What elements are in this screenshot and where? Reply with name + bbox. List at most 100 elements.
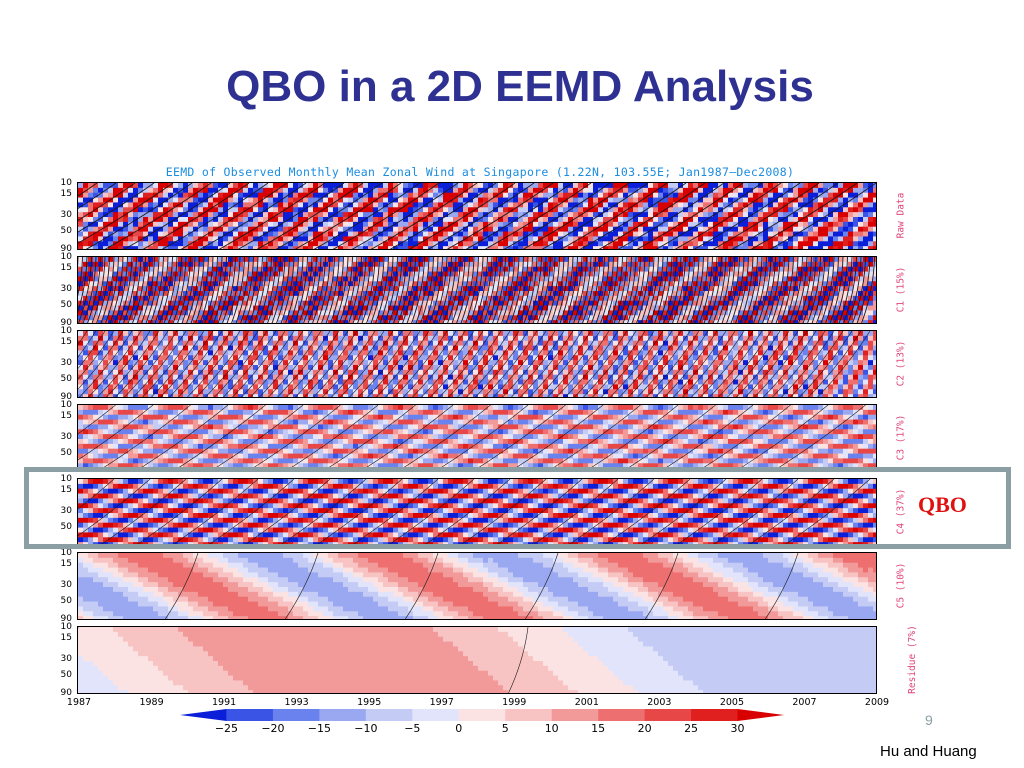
contour-cell [163,187,169,194]
contour-line [591,257,605,323]
contour-cell [243,221,249,228]
contour-cell [173,197,179,203]
contour-cell [78,197,84,203]
contour-cell [133,241,139,247]
contour-cell [583,276,589,282]
contour-cell [743,257,749,263]
contour-cell [203,286,209,292]
contour-cell [663,187,669,194]
contour-cell [718,241,724,247]
contour-cell [428,300,434,306]
contour-cell [248,261,254,268]
contour-cell [753,266,759,272]
contour-cell [308,221,314,228]
contour-cell [708,197,714,203]
contour-cell [213,231,219,237]
contour-cell [773,226,779,232]
contour-cell [868,202,874,208]
contour-cell [478,217,484,223]
contour-cell [638,266,644,272]
contour-cell [738,246,744,249]
contour-cell [413,236,419,242]
contour-cell [688,187,694,194]
contour-cell [218,231,224,237]
contour-cell [648,291,654,297]
contour-cell [453,295,459,302]
contour-cell [873,291,876,297]
contour-cell [653,207,659,213]
contour-cell [398,246,404,249]
contour-cell [553,276,559,282]
contour-cell [308,207,314,213]
contour-cell [523,291,529,297]
contour-cell [668,281,674,287]
contour-cell [173,212,179,218]
contour-cell [448,183,454,189]
contour-line [847,257,862,323]
contour-cell [558,246,564,249]
contour-cell [148,281,154,287]
contour-cell [283,217,289,223]
contour-cell [453,217,459,223]
contour-cell [818,187,824,194]
contour-cell [523,183,529,189]
contour-cell [483,241,489,247]
contour-cell [598,207,604,213]
contour-cell [593,300,599,306]
contour-cell [783,183,789,189]
contour-cell [598,241,604,247]
contour-cell [613,276,619,282]
contour-cell [848,202,854,208]
contour-cell [208,331,214,337]
contour-cell [263,261,269,268]
contour-cell [143,281,149,287]
contour-cell [263,183,269,189]
contour-cell [623,257,629,263]
contour-cell [368,305,374,311]
contour-cell [248,315,254,321]
contour-cell [338,212,344,218]
contour-cell [233,300,239,306]
contour-cell [723,212,729,218]
contour-cell [383,231,389,237]
contour-cell [378,300,384,306]
contour-cell [168,295,174,302]
contour-cell [348,207,354,213]
contour-cell [163,320,169,323]
contour-cell [838,271,844,277]
contour-cell [688,212,694,218]
contour-cell [428,286,434,292]
contour-cell [713,202,719,208]
contour-cell [328,221,334,228]
contour-cell [798,266,804,272]
contour-cell [633,300,639,306]
contour-cell [648,183,654,189]
contour-cell [553,187,559,194]
contour-cell [468,271,474,277]
contour-cell [553,183,559,189]
contour-cell [118,257,124,263]
contour-cell [848,320,854,323]
contour-cell [503,183,509,189]
contour-cell [308,276,314,282]
contour-cell [118,261,124,268]
contour-cell [108,266,114,272]
contour-cell [283,300,289,306]
contour-cell [103,197,109,203]
contour-cell [468,183,474,189]
contour-cell [573,192,579,198]
contour-cell [158,221,164,228]
contour-cell [168,226,174,232]
contour-cell [368,212,374,218]
contour-cell [688,192,694,198]
contour-cell [198,335,204,342]
contour-cell [398,202,404,208]
contour-cell [558,241,564,247]
contour-cell [603,257,609,263]
contour-cell [778,221,784,228]
contour-cell [848,315,854,321]
contour-cell [143,271,149,277]
contour-cell [593,271,599,277]
contour-cell [83,246,89,249]
contour-cell [438,331,444,337]
